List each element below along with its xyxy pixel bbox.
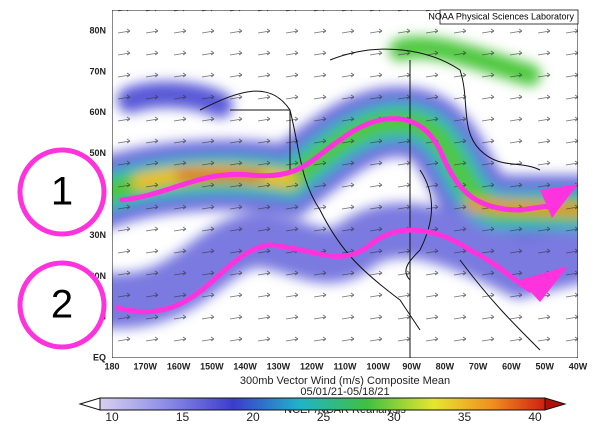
caption-dates: 05/01/21-05/18/21 xyxy=(300,386,389,398)
lon-label: 120W xyxy=(300,361,324,371)
lon-label: 80W xyxy=(436,361,455,371)
lon-label: 110W xyxy=(333,361,357,371)
lon-label: 170W xyxy=(134,361,158,371)
annotation-label: 1 xyxy=(51,170,73,214)
lat-label: 30N xyxy=(89,230,106,240)
arrow-head xyxy=(540,184,578,218)
lat-label: 50N xyxy=(89,148,106,158)
lon-label: 150W xyxy=(200,361,224,371)
lon-label: 160W xyxy=(167,361,191,371)
credit: NOAA Physical Sciences Laboratory xyxy=(428,11,574,21)
colorbar-label: 15 xyxy=(176,410,190,424)
lat-label: 80N xyxy=(89,25,106,35)
lat-label: 60N xyxy=(89,107,106,117)
lon-label: 60W xyxy=(502,361,521,371)
lon-label: 50W xyxy=(535,361,554,371)
colorbar-label: 10 xyxy=(105,410,119,424)
lon-label: 100W xyxy=(367,361,391,371)
lat-label: 70N xyxy=(89,66,106,76)
lon-label: 40W xyxy=(569,361,588,371)
colorbar-label: 40 xyxy=(528,410,542,424)
annotation-1: 1 xyxy=(17,147,107,237)
lon-label: 130W xyxy=(267,361,291,371)
colorbar-label: 30 xyxy=(387,410,401,424)
caption-title: 300mb Vector Wind (m/s) Composite Mean xyxy=(240,375,450,387)
lon-label: 70W xyxy=(469,361,488,371)
lon-label: 90W xyxy=(402,361,421,371)
colorbar-label: 35 xyxy=(458,410,472,424)
colorbar-label: 25 xyxy=(317,410,331,424)
jet-arrows xyxy=(115,116,558,315)
colorbar xyxy=(78,397,567,411)
lat-label: 20N xyxy=(89,271,106,281)
colorbar-label: 20 xyxy=(246,410,260,424)
annotation-label: 2 xyxy=(51,283,73,327)
annotation-2: 2 xyxy=(17,260,107,350)
lat-label: EQ xyxy=(93,353,106,363)
arrow-head xyxy=(520,266,568,302)
lon-label: 140W xyxy=(233,361,257,371)
lon-label: 180 xyxy=(104,361,119,371)
